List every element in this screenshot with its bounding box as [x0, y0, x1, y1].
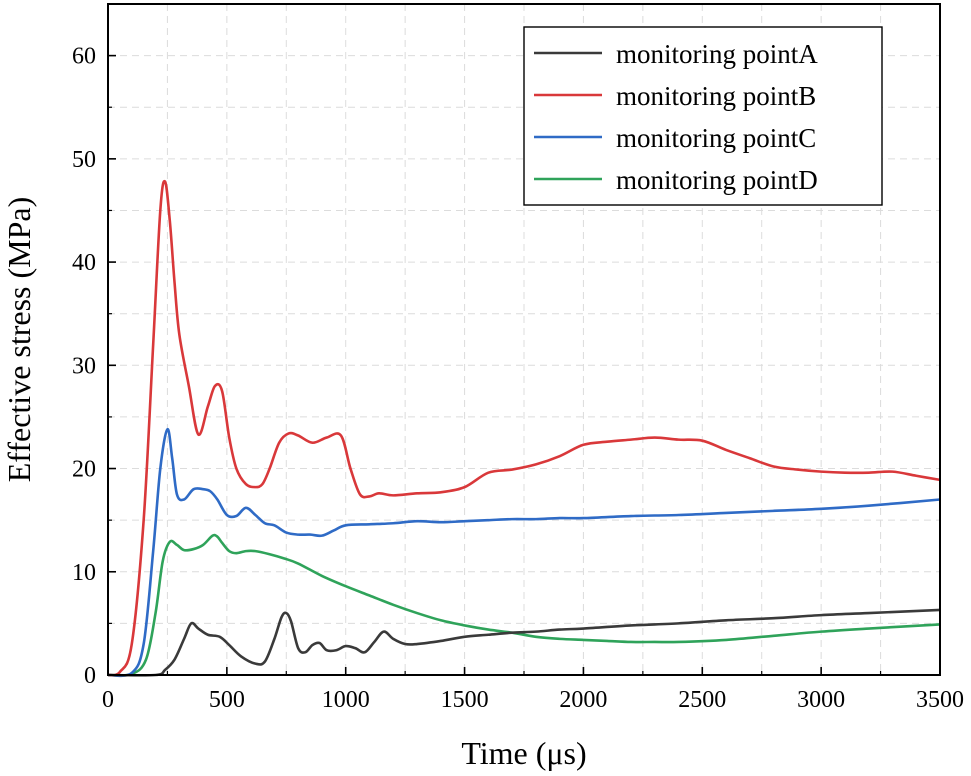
series-line-monitoring-pointd: [107, 533, 941, 677]
series-line-monitoring-pointa: [107, 608, 941, 677]
x-tick-label: 0: [102, 687, 114, 713]
y-tick-label: 40: [72, 250, 96, 276]
y-tick-label: 20: [72, 457, 96, 483]
series-line-monitoring-pointc: [107, 428, 941, 678]
ticks: 0 500 1000 1500 2000 2500 3000 3500 0 10 20 30 40 50 6…: [72, 44, 964, 713]
legend-label-monitoring-pointc: monitoring pointC: [616, 123, 816, 153]
x-tick-label: 1500: [441, 687, 489, 713]
legend: monitoring pointA monitoring pointB monito…: [523, 26, 883, 206]
x-tick-label: 3500: [916, 687, 964, 713]
y-tick-label: 0: [84, 663, 96, 689]
legend-label-monitoring-pointb: monitoring pointB: [616, 81, 816, 111]
x-tick-label: 1000: [322, 687, 370, 713]
y-tick-label: 60: [72, 44, 96, 70]
series-line-monitoring-pointb: [107, 179, 941, 677]
y-tick-label: 30: [72, 353, 96, 379]
x-tick-label: 2500: [678, 687, 726, 713]
legend-label-monitoring-pointa: monitoring pointA: [616, 39, 818, 69]
x-tick-label: 3000: [797, 687, 845, 713]
x-tick-label: 2000: [559, 687, 607, 713]
y-axis-label: Effective stress (MPa): [1, 197, 37, 483]
x-tick-label: 500: [209, 687, 245, 713]
legend-box: [523, 26, 883, 206]
series-layer: [107, 179, 941, 678]
x-axis-label: Time (μs): [461, 735, 586, 771]
y-tick-label: 50: [72, 147, 96, 173]
y-tick-label: 10: [72, 560, 96, 586]
legend-label-monitoring-pointd: monitoring pointD: [616, 165, 818, 195]
